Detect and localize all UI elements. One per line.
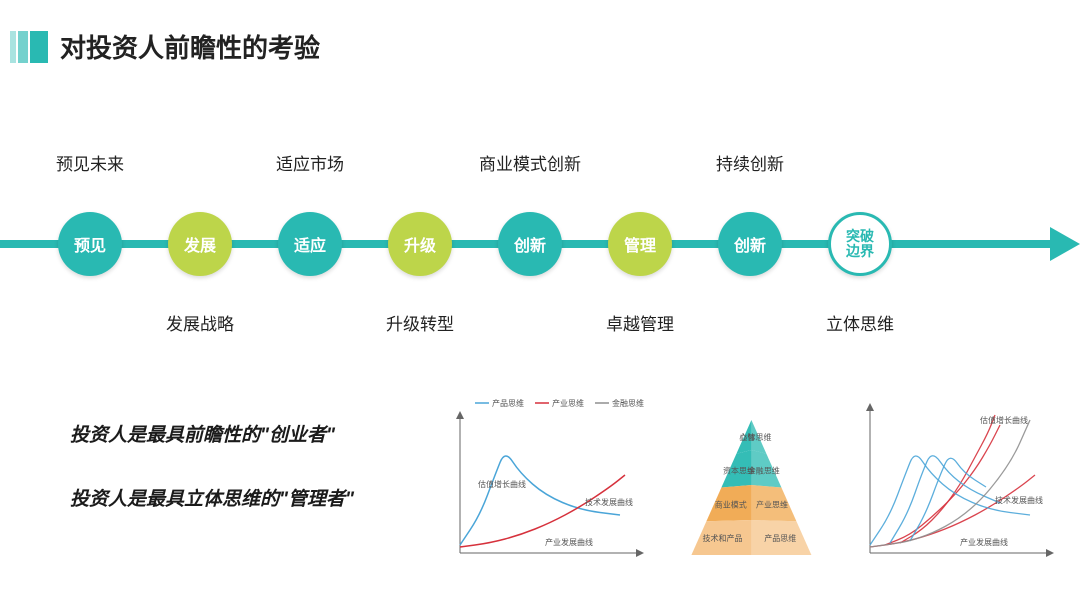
timeline-annotation-bottom: 发展战略 — [166, 310, 234, 335]
mini-chart-curves-left: 产品思维 产业思维 金融思维估值增长曲线技术发展曲线产业发展曲线 — [450, 395, 650, 590]
chart-annotation: 产业发展曲线 — [960, 537, 1008, 547]
quote-1: 投资人是最具前瞻性的"创业者" — [70, 420, 354, 452]
quotes-block: 投资人是最具前瞻性的"创业者" 投资人是最具立体思维的"管理者" — [70, 420, 354, 517]
timeline-node: 管理 — [608, 212, 672, 276]
quote-2: 投资人是最具立体思维的"管理者" — [70, 484, 354, 516]
chart-annotation: 估值增长曲线 — [478, 479, 526, 489]
timeline-annotation-top: 适应市场 — [276, 150, 344, 175]
pyramid-level-label: 商业模式 — [715, 499, 747, 509]
timeline-annotation-top: 商业模式创新 — [479, 150, 581, 175]
timeline-annotation-top: 预见未来 — [56, 150, 124, 175]
chart-annotation: 技术发展曲线 — [585, 497, 633, 507]
title-bar: 对投资人前瞻性的考验 — [10, 28, 320, 65]
timeline-diagram: 预见发展适应升级创新管理创新突破边界 预见未来适应市场商业模式创新持续创新 发展… — [0, 130, 1080, 340]
timeline-node: 创新 — [498, 212, 562, 276]
timeline-annotation-bottom: 升级转型 — [386, 310, 454, 335]
title-decor-icon — [10, 31, 48, 63]
node-label: 边界 — [846, 244, 874, 259]
chart-annotation: 产业发展曲线 — [545, 537, 593, 547]
chart-legend-label: 产业思维 — [552, 398, 584, 408]
timeline-node: 创新 — [718, 212, 782, 276]
timeline-annotation-bottom: 卓越管理 — [606, 310, 674, 335]
pyramid-level-label: 金融思维 — [748, 466, 780, 476]
timeline-annotation-bottom: 立体思维 — [826, 310, 894, 335]
chart-annotation: 技术发展曲线 — [995, 495, 1043, 505]
pyramid-level-label: 产品思维 — [764, 533, 796, 543]
pyramid-infographic: 心智立体思维资本思维金融思维商业模式产业思维技术和产品产品思维 — [680, 395, 850, 590]
timeline-node: 升级 — [388, 212, 452, 276]
timeline-node: 预见 — [58, 212, 122, 276]
timeline-annotation-top: 持续创新 — [716, 150, 784, 175]
chart-legend-label: 金融思维 — [612, 398, 644, 408]
chart-annotation: 估值增长曲线 — [980, 415, 1028, 425]
timeline-node: 发展 — [168, 212, 232, 276]
chart-legend-label: 产品思维 — [492, 398, 524, 408]
pyramid-level-label: 技术和产品 — [703, 533, 743, 543]
node-label: 突破 — [846, 229, 874, 244]
mini-chart-curves-right: 估值增长曲线技术发展曲线产业发展曲线 — [860, 395, 1060, 590]
pyramid-level-label: 立体思维 — [740, 432, 772, 442]
timeline-node: 突破边界 — [828, 212, 892, 276]
pyramid-level-label: 产业思维 — [756, 499, 788, 509]
page-title: 对投资人前瞻性的考验 — [60, 28, 320, 65]
timeline-node: 适应 — [278, 212, 342, 276]
